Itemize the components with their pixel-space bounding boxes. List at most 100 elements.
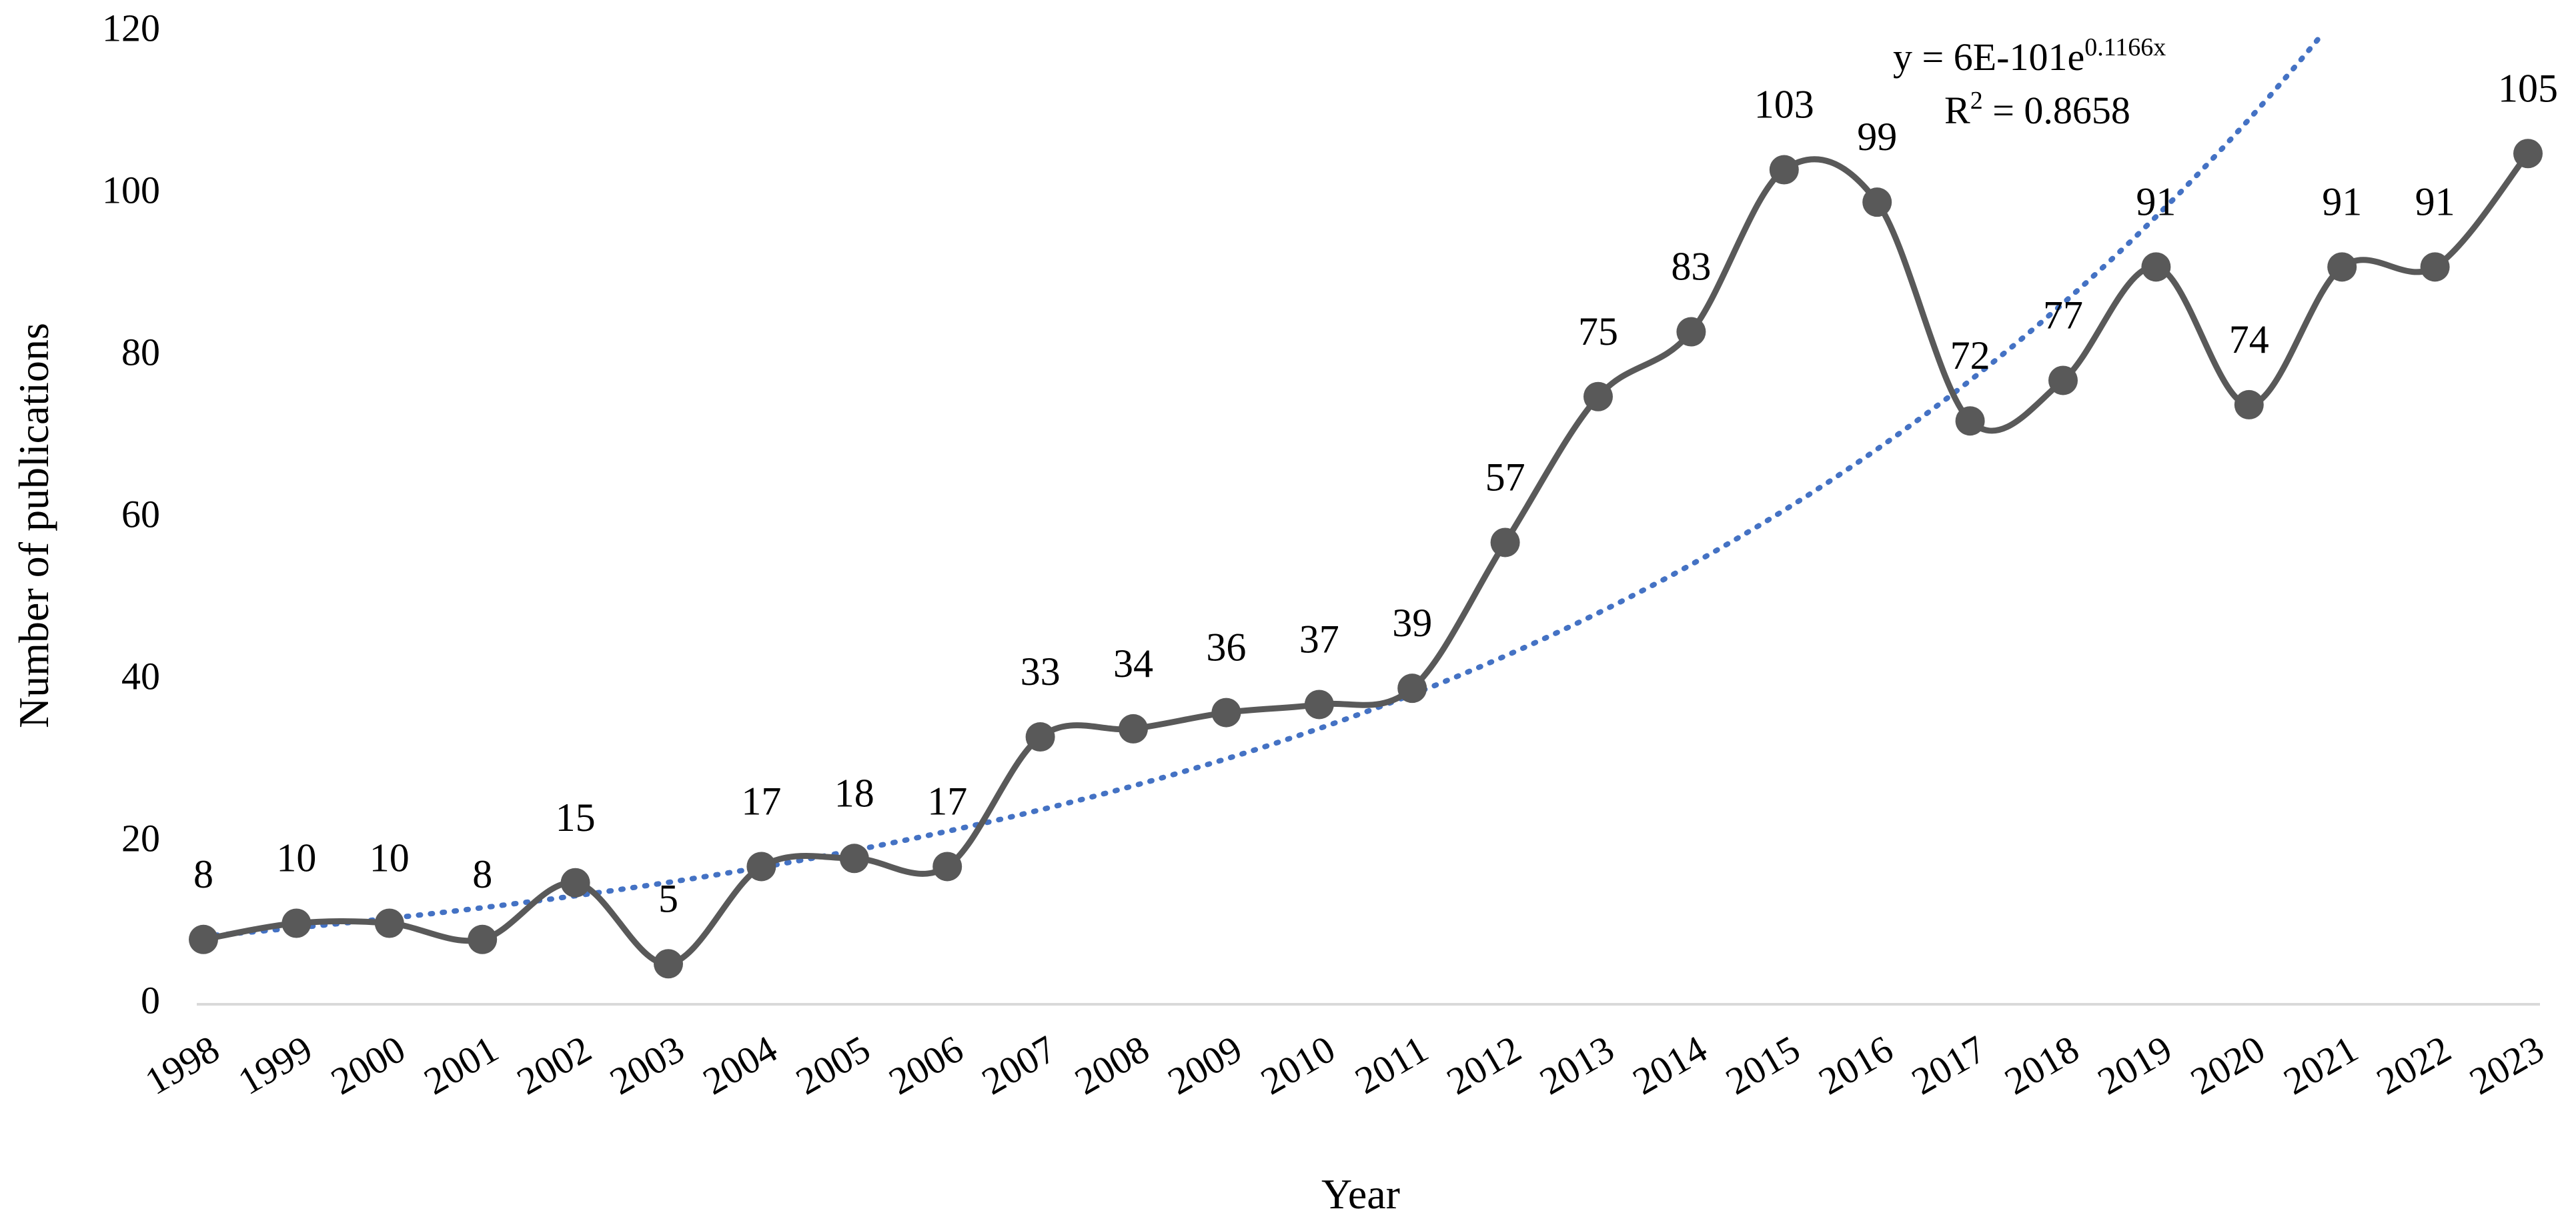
x-tick-label: 2006 <box>882 1027 971 1103</box>
data-point <box>1583 381 1613 411</box>
data-point <box>1119 714 1148 744</box>
y-tick-label: 0 <box>141 978 160 1022</box>
x-tick-label: 1999 <box>231 1027 319 1103</box>
data-point <box>2420 252 2450 282</box>
data-point <box>2234 389 2264 419</box>
data-point-markers <box>189 139 2543 979</box>
data-label: 36 <box>1206 626 1246 670</box>
data-label: 99 <box>1857 115 1897 159</box>
x-tick-label: 2001 <box>417 1027 506 1103</box>
data-label: 17 <box>927 779 967 823</box>
trendline-equation-prefix: y = 6E-101e <box>1893 35 2084 79</box>
r2-superscript: 2 <box>1970 87 1983 115</box>
x-tick-label: 2009 <box>1161 1027 1249 1103</box>
data-point <box>2327 252 2357 282</box>
data-point <box>932 852 962 882</box>
data-point <box>1769 155 1799 185</box>
x-tick-label: 2022 <box>2369 1027 2458 1103</box>
data-point <box>468 924 498 954</box>
x-axis-title: Year <box>1321 1170 1400 1218</box>
x-tick-label: 2023 <box>2463 1027 2551 1103</box>
trendline-r2: R2 = 0.8658 <box>1944 87 2130 132</box>
data-label: 74 <box>2229 317 2269 361</box>
data-point <box>2141 252 2171 282</box>
data-label: 91 <box>2136 179 2176 223</box>
data-point <box>2513 139 2543 169</box>
y-tick-labels: 0 20 40 60 80 100 120 <box>102 6 160 1022</box>
data-point <box>189 924 218 954</box>
x-tick-label: 2000 <box>324 1027 412 1103</box>
data-point <box>2048 365 2078 395</box>
x-tick-label: 2012 <box>1439 1027 1528 1103</box>
y-tick-label: 100 <box>102 168 160 211</box>
x-tick-label: 2011 <box>1348 1027 1435 1102</box>
trendline-equation-exponent: 0.1166x <box>2084 33 2166 61</box>
y-axis-title: Number of publications <box>10 323 57 728</box>
y-tick-label: 40 <box>121 654 160 698</box>
x-tick-label: 2019 <box>2090 1027 2179 1103</box>
x-tick-label: 2010 <box>1253 1027 1342 1103</box>
data-label: 91 <box>2415 179 2455 223</box>
data-label: 10 <box>276 836 316 880</box>
data-label: 83 <box>1671 245 1711 289</box>
publications-series-line <box>203 151 2531 967</box>
data-label: 18 <box>834 771 874 815</box>
data-label: 105 <box>2498 66 2558 110</box>
y-tick-label: 120 <box>102 6 160 49</box>
trendline-equation: y = 6E-101e0.1166x <box>1893 33 2166 79</box>
x-tick-label: 2004 <box>696 1027 784 1103</box>
x-tick-label: 2003 <box>603 1027 692 1103</box>
data-point <box>374 908 404 938</box>
x-tick-labels: 1998 1999 2000 2001 2002 2003 2004 2005 2006 2007… <box>138 1027 2551 1103</box>
y-tick-label: 80 <box>121 330 160 373</box>
data-label: 103 <box>1754 83 1814 127</box>
x-tick-label: 2016 <box>1812 1027 1900 1103</box>
data-point <box>1862 187 1892 217</box>
x-tick-label: 2005 <box>788 1027 877 1103</box>
data-label: 8 <box>193 852 213 896</box>
data-label: 72 <box>1950 333 1990 377</box>
data-point <box>281 908 311 938</box>
data-point <box>839 844 869 874</box>
data-label: 8 <box>472 852 492 896</box>
exponential-trendline <box>201 29 2327 939</box>
y-tick-label: 20 <box>121 816 160 860</box>
r2-prefix: R <box>1944 89 1970 132</box>
x-tick-label: 2008 <box>1068 1027 1157 1103</box>
data-label: 75 <box>1578 309 1618 353</box>
data-label: 17 <box>741 779 781 823</box>
data-point <box>1490 527 1520 557</box>
x-tick-label: 2020 <box>2183 1027 2272 1103</box>
x-tick-label: 2007 <box>975 1027 1063 1103</box>
data-point <box>1397 674 1427 704</box>
data-label: 15 <box>556 796 596 840</box>
data-point <box>746 852 776 882</box>
x-tick-label: 1998 <box>138 1027 227 1103</box>
x-tick-label: 2018 <box>1998 1027 2086 1103</box>
data-point <box>1025 722 1055 752</box>
x-tick-label: 2015 <box>1718 1027 1807 1103</box>
data-point <box>654 949 683 979</box>
data-label: 33 <box>1021 650 1061 694</box>
data-label: 37 <box>1299 617 1339 661</box>
x-tick-label: 2014 <box>1626 1027 1714 1103</box>
data-label: 57 <box>1485 455 1525 499</box>
data-point <box>1211 698 1241 728</box>
data-point <box>1304 690 1334 720</box>
data-label: 39 <box>1392 601 1432 645</box>
x-tick-label: 2002 <box>510 1027 598 1103</box>
r2-suffix: = 0.8658 <box>1983 89 2130 132</box>
data-point <box>560 868 590 898</box>
y-tick-label: 60 <box>121 492 160 535</box>
x-tick-label: 2017 <box>1904 1027 1993 1103</box>
x-tick-label: 2021 <box>2277 1027 2365 1103</box>
data-point <box>1955 406 1985 436</box>
x-tick-label: 2013 <box>1533 1027 1622 1103</box>
data-label: 77 <box>2043 293 2083 337</box>
data-label: 10 <box>370 836 410 880</box>
data-labels: 8 10 10 8 15 5 17 18 17 33 34 36 37 39 57 75 83 103 99 72 77… <box>193 66 2558 920</box>
data-label: 5 <box>658 876 678 920</box>
data-point <box>1676 317 1706 347</box>
data-label: 91 <box>2322 179 2362 223</box>
